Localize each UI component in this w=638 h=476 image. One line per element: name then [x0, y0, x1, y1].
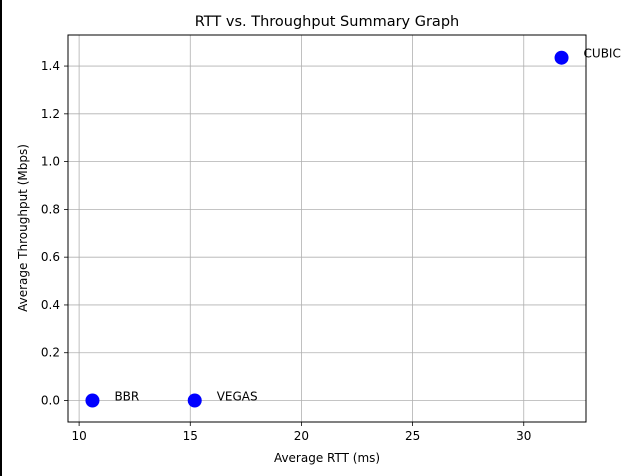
y-tick-label: 1.0 [41, 155, 60, 169]
grid [68, 35, 586, 422]
plot-area-frame [67, 34, 587, 423]
point-label-vegas: VEGAS [217, 390, 258, 404]
y-axis-label: Average Throughput (Mbps) [16, 144, 30, 312]
y-tick-label: 0.2 [41, 346, 60, 360]
point-labels: BBR VEGAS CUBIC [114, 47, 620, 404]
x-tick-label: 10 [71, 429, 86, 443]
window-left-border [0, 0, 2, 476]
y-tick-label: 1.2 [41, 107, 60, 121]
point-label-cubic: CUBIC [584, 47, 621, 61]
x-axis-ticks: 10 15 20 25 30 [71, 422, 531, 443]
y-tick-label: 1.4 [41, 59, 60, 73]
x-tick-label: 20 [294, 429, 309, 443]
y-tick-label: 0.8 [41, 202, 60, 216]
y-tick-label: 0.4 [41, 298, 60, 312]
x-axis-label: Average RTT (ms) [274, 451, 380, 465]
data-point-bbr [85, 393, 100, 408]
data-point-vegas [187, 393, 202, 408]
y-tick-label: 0.6 [41, 250, 60, 264]
point-label-bbr: BBR [114, 390, 139, 404]
chart-title: RTT vs. Throughput Summary Graph [195, 14, 459, 30]
x-tick-label: 30 [516, 429, 531, 443]
y-axis-ticks: 0.0 0.2 0.4 0.6 0.8 1.0 1.2 1.4 [41, 59, 68, 408]
x-tick-label: 25 [405, 429, 420, 443]
x-tick-label: 15 [183, 429, 198, 443]
data-points [85, 50, 569, 408]
data-point-cubic [554, 50, 569, 65]
y-tick-label: 0.0 [41, 394, 60, 408]
